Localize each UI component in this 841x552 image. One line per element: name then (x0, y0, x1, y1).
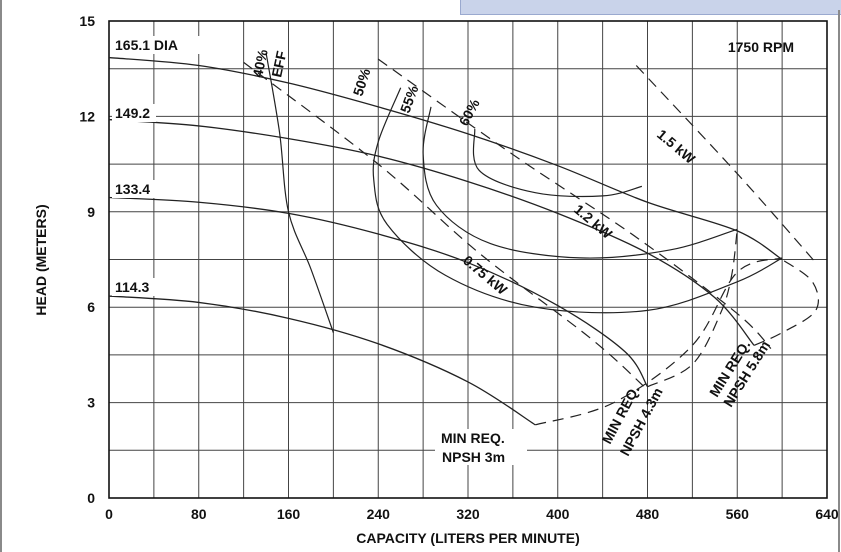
npsh-label: MIN REQ. (441, 430, 505, 446)
efficiency-curve (372, 87, 783, 314)
impeller-curve (108, 196, 649, 388)
impeller-diameter-label: 114.3 (115, 279, 149, 295)
efficiency-curve (422, 106, 738, 259)
x-axis-title: CAPACITY (LITERS PER MINUTE) (356, 530, 580, 546)
npsh-label: NPSH 3m (442, 449, 505, 465)
impeller-diameter-label: 149.2 (115, 105, 150, 121)
plot-area-border (108, 20, 828, 499)
impeller-curve (108, 118, 755, 346)
y-tick-label: 0 (87, 490, 95, 506)
power-curve (243, 61, 648, 391)
efficiency-label: 55% (397, 83, 422, 115)
y-tick-label: 9 (87, 204, 95, 220)
x-tick-label: 480 (636, 506, 660, 522)
efficiency-label: 50% (350, 66, 374, 98)
left-frame-border (0, 0, 2, 552)
right-frame-border (838, 10, 840, 552)
efficiency-curve (472, 129, 643, 198)
npsh-label-bg (435, 429, 527, 465)
y-tick-label: 15 (79, 13, 95, 29)
power-curve (377, 58, 772, 349)
x-tick-label: 560 (726, 506, 750, 522)
y-axis-title: HEAD (METERS) (33, 204, 49, 315)
x-tick-label: 640 (815, 506, 839, 522)
x-tick-label: 0 (105, 506, 113, 522)
efficiency-curve (265, 52, 334, 333)
npsh-curve (535, 257, 783, 426)
npsh-curve (647, 229, 738, 388)
impeller-diameter-label: 133.4 (115, 181, 150, 197)
impeller-label-bg (112, 278, 156, 296)
y-tick-label: 3 (87, 395, 95, 411)
x-tick-label: 80 (191, 506, 207, 522)
x-tick-label: 240 (367, 506, 391, 522)
x-tick-label: 160 (277, 506, 301, 522)
impeller-label-bg (112, 36, 224, 54)
impeller-label-bg (112, 104, 156, 122)
speed-label: 1750 RPM (728, 39, 794, 55)
efficiency-label: 40% (249, 47, 271, 78)
power-curve (635, 65, 817, 264)
impeller-curve (108, 295, 536, 426)
npsh-curve (753, 259, 820, 346)
y-tick-label: 12 (79, 108, 95, 124)
impeller-curve (108, 56, 783, 261)
impeller-diameter-label: 165.1 DIA (115, 37, 178, 53)
x-tick-label: 320 (456, 506, 480, 522)
header-accent-bar (460, 0, 841, 15)
efficiency-label: EFF (268, 49, 289, 79)
y-tick-label: 6 (87, 299, 95, 315)
impeller-label-bg (112, 180, 156, 198)
x-tick-label: 400 (546, 506, 570, 522)
